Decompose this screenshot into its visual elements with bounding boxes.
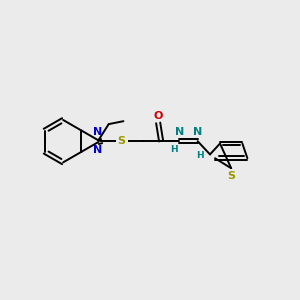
Text: S: S	[118, 136, 126, 146]
Text: N: N	[93, 128, 102, 137]
Text: N: N	[193, 127, 202, 137]
Text: H: H	[196, 152, 203, 160]
Text: H: H	[171, 145, 178, 154]
Text: O: O	[154, 111, 163, 121]
Text: S: S	[227, 171, 235, 181]
Text: N: N	[175, 127, 184, 137]
Text: N: N	[93, 145, 102, 155]
